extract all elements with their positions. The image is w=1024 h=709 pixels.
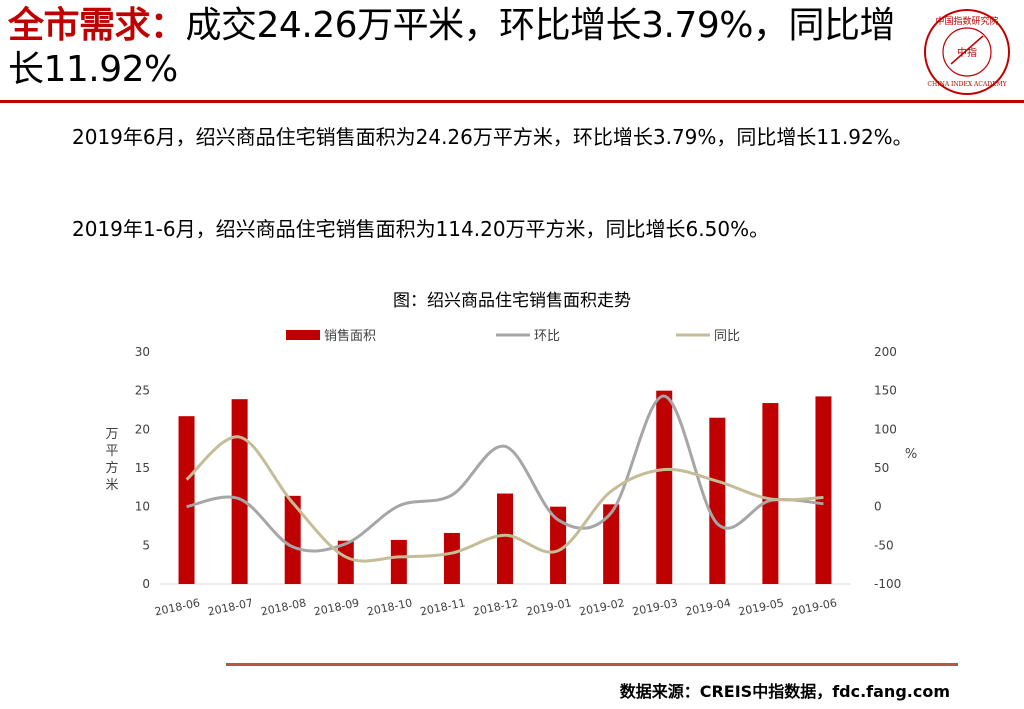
y2-tick-label: -100	[874, 577, 901, 591]
bar-2018-06	[178, 416, 195, 584]
y-axis-title-char: 米	[105, 478, 118, 493]
bar-2018-09	[337, 540, 354, 584]
title-divider	[0, 100, 1024, 103]
title-highlight: 全市需求：	[8, 5, 186, 46]
y2-tick-label: -50	[874, 538, 894, 552]
y-tick-label: 10	[135, 500, 150, 514]
bar-2019-05	[762, 403, 779, 584]
y-tick-label: 25	[135, 384, 150, 398]
y2-tick-label: 200	[874, 345, 897, 359]
y-tick-label: 0	[142, 577, 150, 591]
logo-top-text: 中国指数研究院	[935, 15, 998, 27]
x-tick-label: 2018-07	[207, 596, 255, 618]
y-tick-label: 15	[135, 461, 150, 475]
bar-2018-11	[443, 532, 460, 584]
legend-label-环比: 环比	[534, 329, 560, 344]
paragraph-ytd: 2019年1-6月，绍兴商品住宅销售面积为114.20万平方米，同比增长6.50…	[72, 217, 770, 241]
footer-divider	[226, 663, 958, 666]
bar-2019-02	[603, 504, 620, 584]
x-tick-label: 2018-08	[260, 596, 308, 618]
line-series-环比	[186, 394, 824, 553]
y-tick-label: 30	[135, 345, 150, 359]
y-tick-label: 20	[135, 422, 150, 436]
legend-swatch-销售面积	[286, 330, 320, 340]
y2-tick-label: 100	[874, 422, 897, 436]
x-tick-label: 2019-02	[578, 596, 626, 618]
x-tick-label: 2018-11	[419, 596, 467, 618]
x-tick-label: 2019-03	[631, 596, 679, 618]
x-tick-label: 2019-06	[790, 596, 838, 618]
x-tick-label: 2019-01	[525, 596, 573, 618]
sales-area-chart: 0 5 10 15 20 25 30 -100 -50 0 50 100 150 200 万平方米% 2018…	[105, 328, 917, 618]
legend-label-销售面积: 销售面积	[324, 328, 376, 344]
x-tick-label: 2018-09	[313, 596, 361, 618]
y-axis-title-char: 万	[105, 427, 118, 442]
legend-label-同比: 同比	[714, 329, 740, 344]
bar-2018-12	[497, 493, 513, 584]
x-tick-label: 2018-12	[472, 596, 520, 618]
y-axis-title-char: 方	[105, 460, 118, 476]
y2-tick-label: 0	[874, 500, 882, 514]
logo-bottom-text: CHINA INDEX ACADEMY	[927, 81, 1007, 88]
page-title: 全市需求：成交24.26万平米，环比增长3.79%，同比增长11.92%	[8, 4, 908, 92]
bar-2019-06	[815, 396, 832, 584]
y-tick-label: 5	[142, 538, 150, 552]
seal-logo-icon: 中国指数研究院 中指 CHINA INDEX ACADEMY	[924, 9, 1010, 95]
y-axis-title-char: 平	[105, 444, 118, 459]
x-tick-label: 2018-10	[366, 596, 414, 618]
data-source: 数据来源：CREIS中指数据，fdc.fang.com	[619, 682, 950, 701]
y2-axis-title: %	[905, 447, 917, 462]
bar-2019-04	[709, 417, 726, 584]
bar-2019-01	[550, 506, 567, 584]
x-tick-label: 2019-04	[684, 596, 732, 618]
logo-center-text: 中指	[957, 46, 977, 59]
y2-tick-label: 150	[874, 384, 897, 398]
x-tick-label: 2019-05	[737, 596, 785, 618]
chart-title: 图：绍兴商品住宅销售面积走势	[393, 291, 631, 311]
bar-2019-03	[656, 390, 673, 584]
title-text: 成交24.26万平米，环比增长3.79%，同比增长11.92%	[8, 5, 895, 90]
x-tick-label: 2018-06	[153, 596, 201, 618]
bar-2018-07	[231, 399, 248, 584]
bar-2018-10	[390, 539, 407, 584]
paragraph-monthly: 2019年6月，绍兴商品住宅销售面积为24.26万平方米，环比增长3.79%，同…	[72, 125, 913, 149]
y2-tick-label: 50	[874, 461, 889, 475]
bar-2018-08	[284, 495, 301, 584]
